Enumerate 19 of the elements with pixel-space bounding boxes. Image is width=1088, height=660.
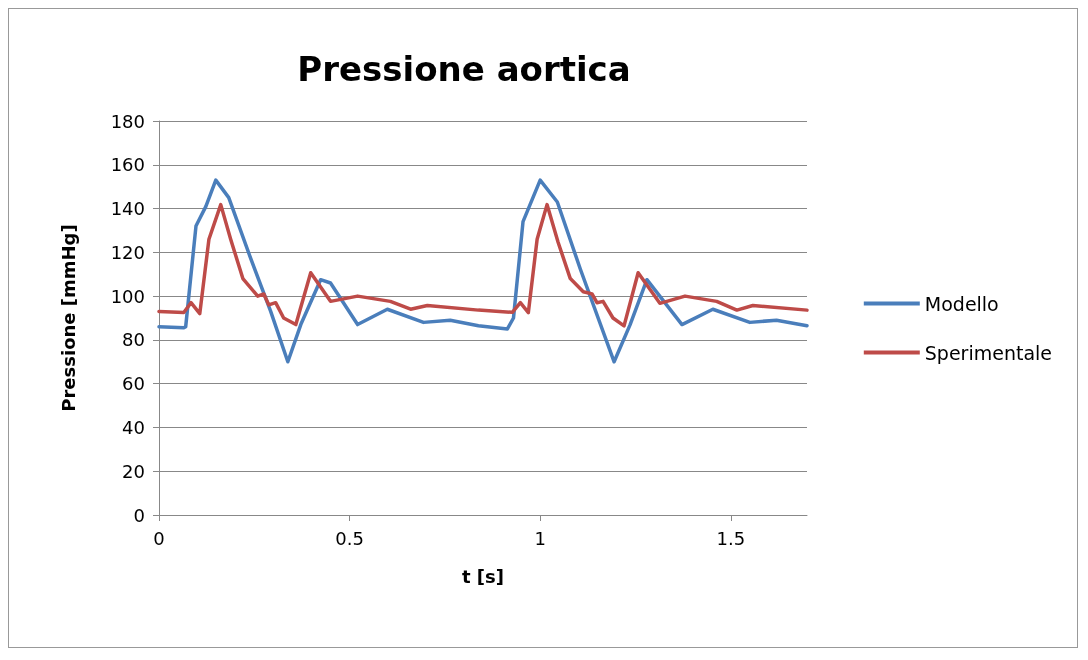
y-tick-label: 0 xyxy=(133,504,145,526)
chart-title: Pressione aortica xyxy=(297,49,631,89)
y-tick-label: 80 xyxy=(122,329,145,351)
y-tick-label: 120 xyxy=(110,241,145,263)
legend-label: Modello xyxy=(924,292,999,315)
x-tick-label: 1 xyxy=(534,527,546,549)
x-tick-label: 1.5 xyxy=(716,527,746,549)
y-tick-label: 60 xyxy=(122,373,145,395)
y-tick-label: 160 xyxy=(110,154,145,176)
y-tick-label: 20 xyxy=(122,460,145,482)
x-tick-label: 0 xyxy=(153,527,165,549)
y-tick-label: 180 xyxy=(110,110,145,132)
y-tick-label: 100 xyxy=(110,285,145,307)
y-tick-label: 40 xyxy=(122,416,145,438)
x-tick-label: 0.5 xyxy=(335,527,364,549)
y-axis-title: Pressione [mmHg] xyxy=(57,224,79,412)
y-tick-label: 140 xyxy=(110,198,145,220)
legend-label: Sperimentale xyxy=(924,341,1052,364)
x-axis-title: t [s] xyxy=(461,565,505,587)
